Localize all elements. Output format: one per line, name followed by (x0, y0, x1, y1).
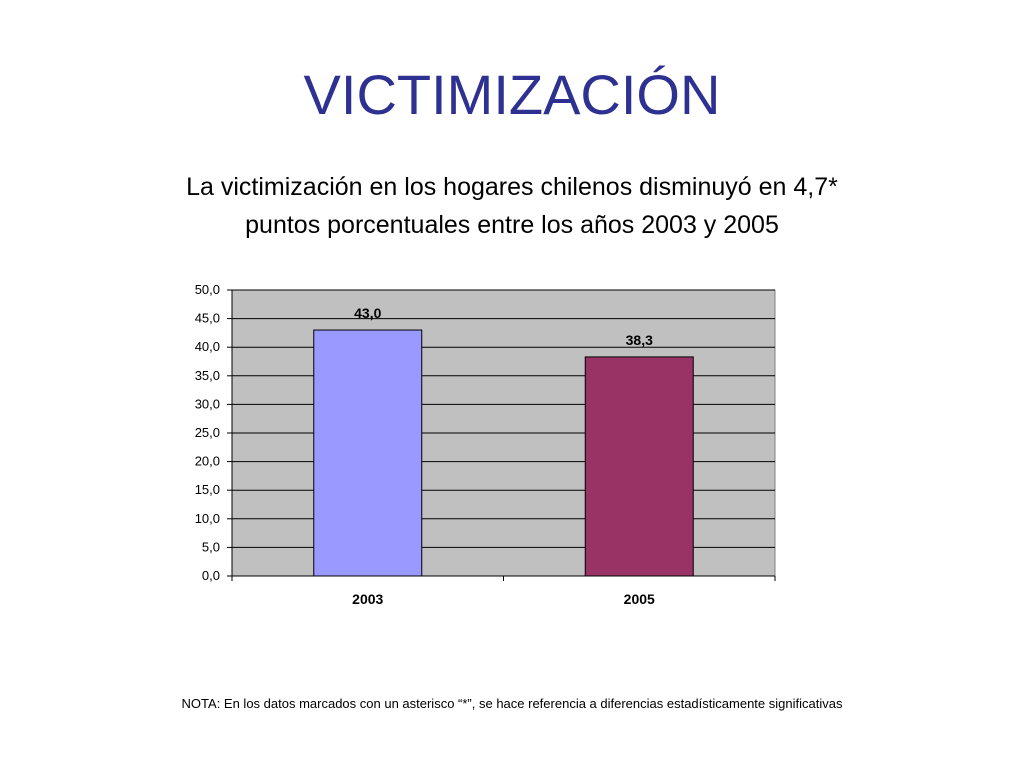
y-tick-label: 25,0 (195, 425, 220, 440)
y-tick-label: 40,0 (195, 339, 220, 354)
y-tick-label: 5,0 (202, 539, 220, 554)
y-tick-label: 50,0 (195, 282, 220, 297)
y-tick-label: 20,0 (195, 454, 220, 469)
slide-title: VICTIMIZACIÓN (303, 63, 721, 126)
bar-2003 (313, 329, 423, 577)
x-tick-label-2005: 2005 (624, 591, 655, 607)
footnote: NOTA: En los datos marcados con un aster… (181, 696, 843, 711)
bar-2005 (584, 356, 694, 577)
x-tick-label-2003: 2003 (352, 591, 383, 607)
y-tick-label: 45,0 (195, 311, 220, 326)
data-label-2005: 38,3 (626, 332, 653, 348)
y-tick-label: 15,0 (195, 482, 220, 497)
y-tick-label: 0,0 (202, 568, 220, 583)
subtitle-line-1: La victimización en los hogares chilenos… (186, 173, 838, 201)
data-label-2003: 43,0 (354, 305, 381, 321)
bar-chart: 0,0 5,0 10,0 15,0 20,0 25,0 30,0 35,0 40,0 45,0 50… (195, 282, 776, 607)
y-tick-label: 10,0 (195, 511, 220, 526)
subtitle-line-2: puntos porcentuales entre los años 2003 … (245, 211, 779, 239)
chart-container: 0,0 5,0 10,0 15,0 20,0 25,0 30,0 35,0 40,0 45,0 50… (0, 270, 1024, 620)
y-tick-label: 30,0 (195, 396, 220, 411)
y-tick-label: 35,0 (195, 368, 220, 383)
slide-subtitle: La victimización en los hogares chilenos… (0, 168, 1024, 244)
